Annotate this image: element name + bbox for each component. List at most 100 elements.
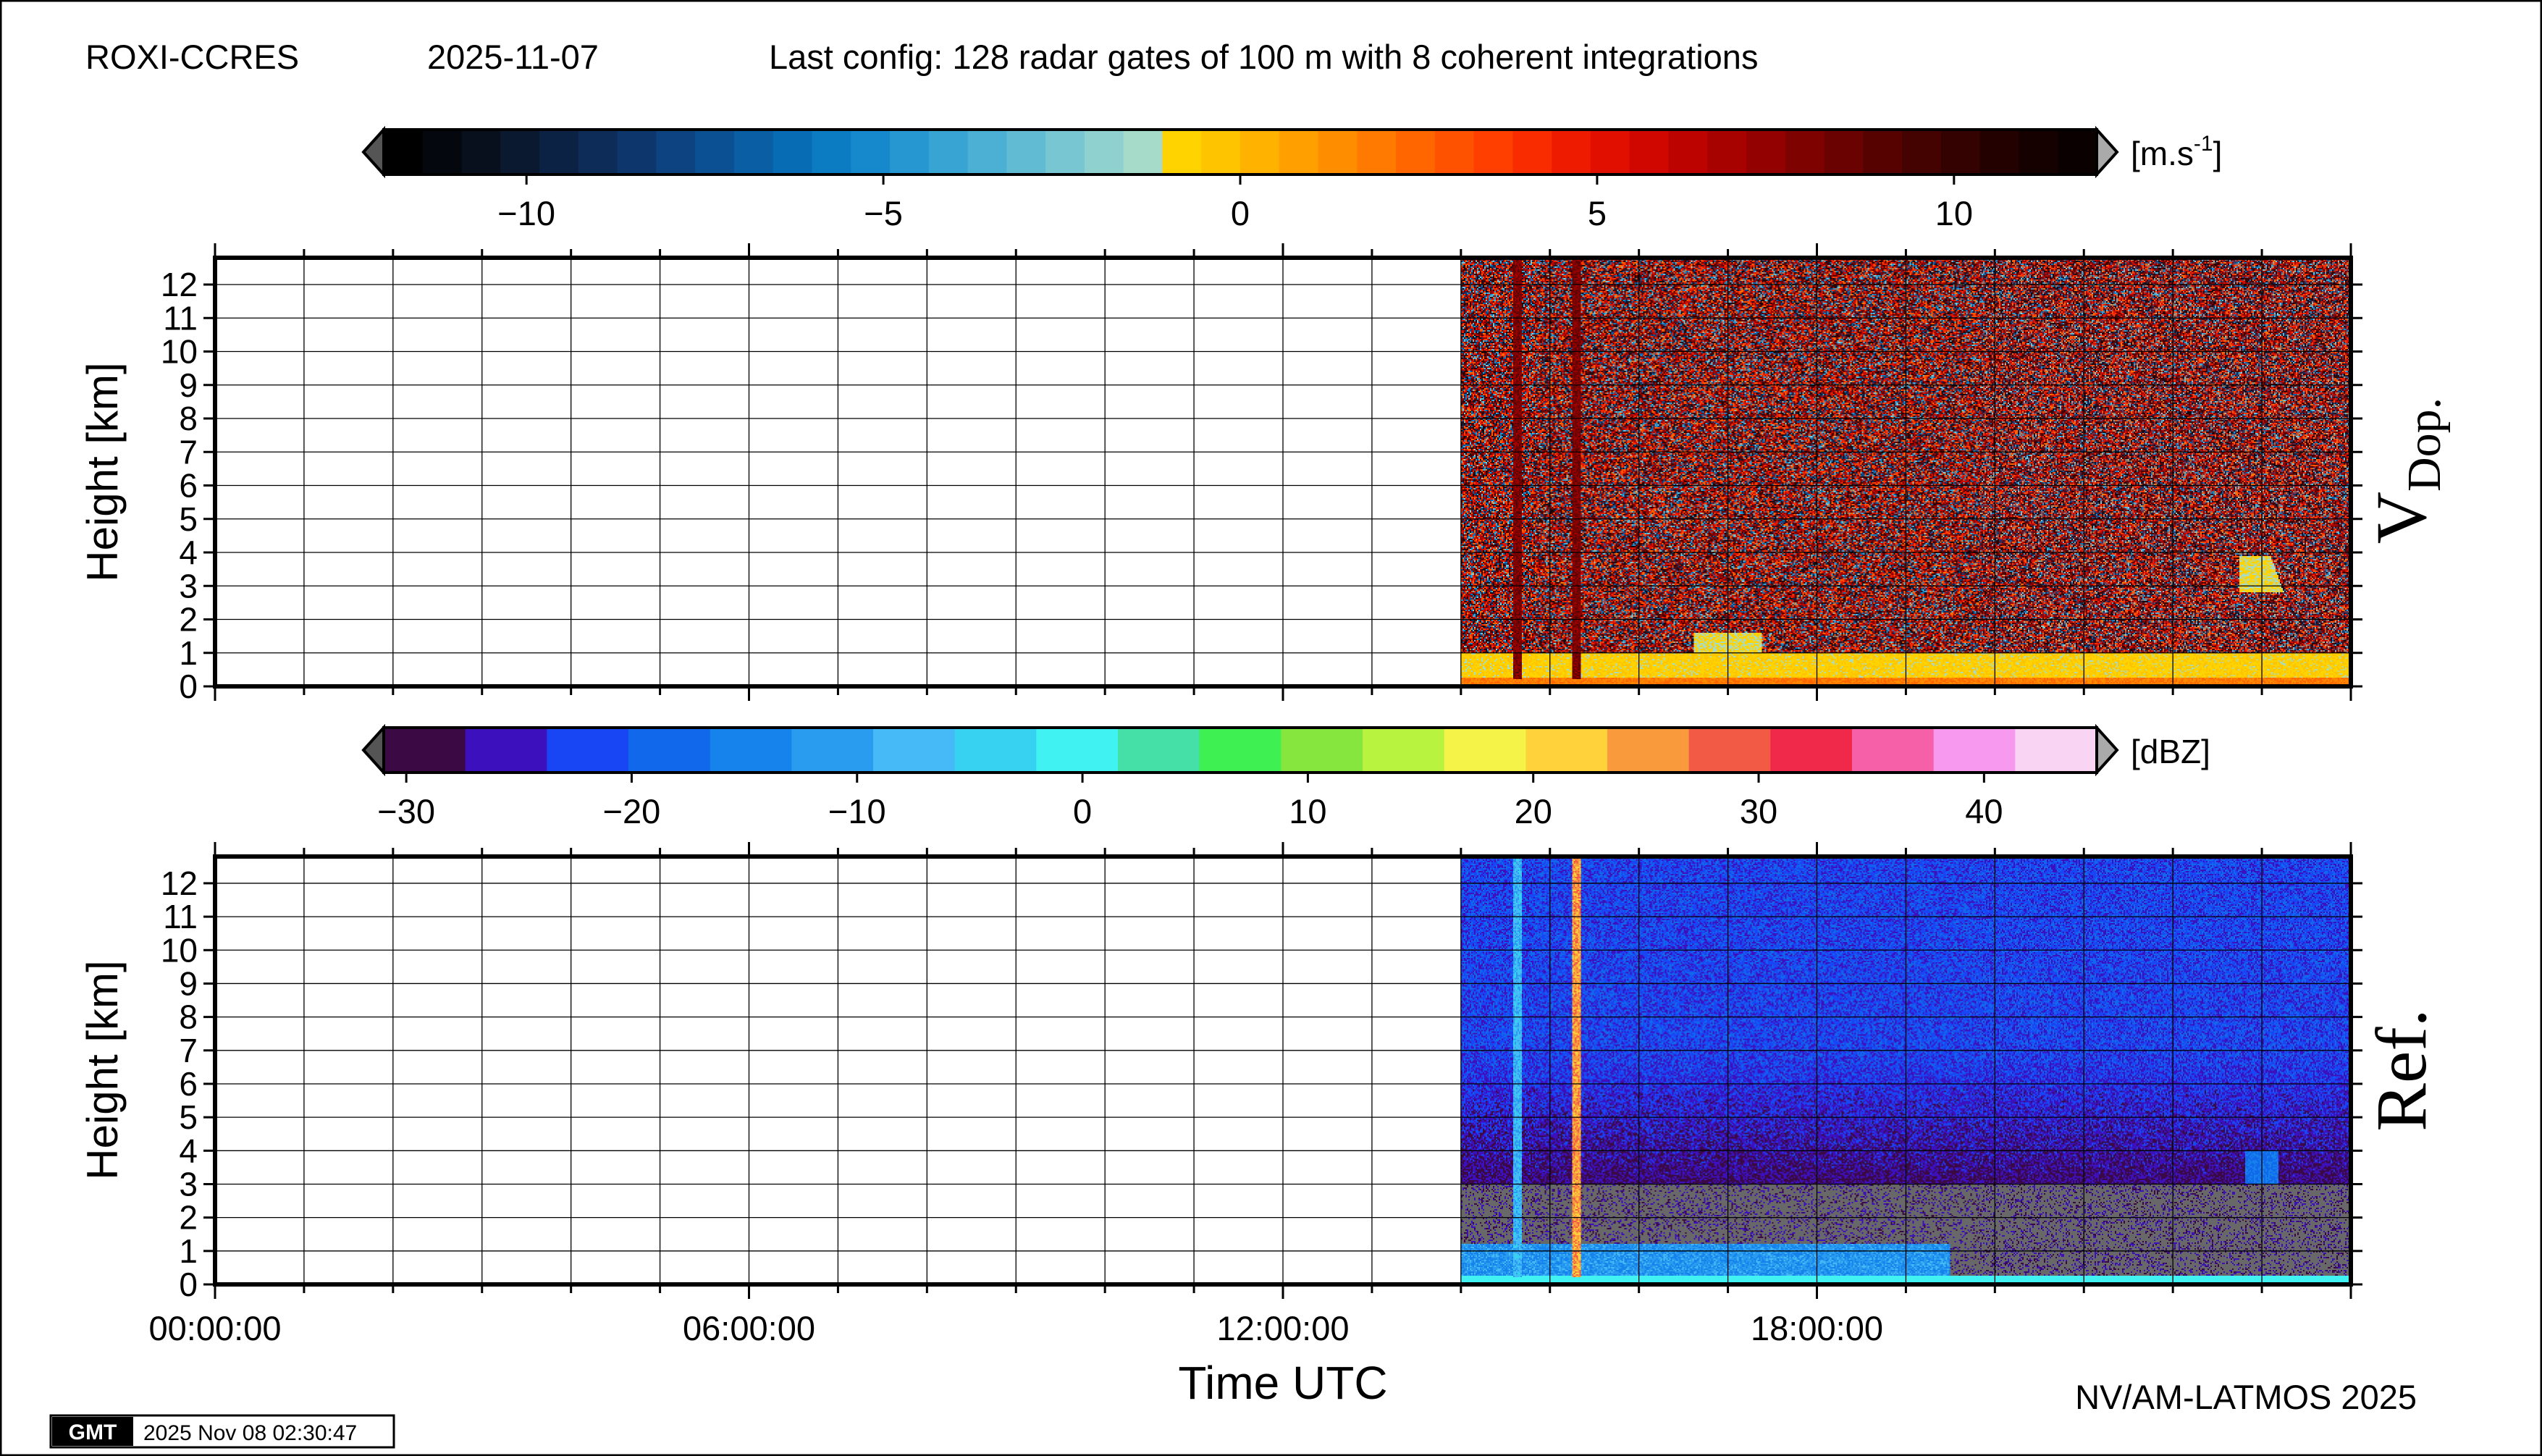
timestamp-text: 2025 Nov 08 02:30:47 xyxy=(143,1421,357,1445)
colorbar-cell xyxy=(1123,130,1163,174)
colorbar-cell xyxy=(1525,728,1608,773)
colorbar-tick-label: 5 xyxy=(1588,194,1607,232)
colorbar-cell xyxy=(1979,130,2020,174)
y-tick-label: 6 xyxy=(179,467,198,505)
x-tick-label: 06:00:00 xyxy=(683,1309,815,1347)
colorbar-cell xyxy=(617,130,657,174)
y-tick-label: 5 xyxy=(179,1098,198,1136)
y-tick-label: 11 xyxy=(163,898,198,935)
colorbar-cell xyxy=(1045,130,1085,174)
y-tick-label: 12 xyxy=(161,266,198,303)
colorbar-tick-label: −5 xyxy=(864,194,903,232)
colorbar-cell xyxy=(890,130,930,174)
colorbar-cell xyxy=(1902,130,1942,174)
colorbar-cell xyxy=(1201,130,1241,174)
colorbar-cell xyxy=(710,728,793,773)
x-tick-label: 18:00:00 xyxy=(1751,1309,1883,1347)
y-tick-label: 1 xyxy=(179,634,198,672)
colorbar-cell xyxy=(1006,130,1046,174)
colorbar-cell xyxy=(733,130,774,174)
credit-text: NV/AM-LATMOS 2025 xyxy=(2075,1378,2417,1416)
y-tick-label: 10 xyxy=(161,931,198,969)
y-tick-label: 11 xyxy=(163,299,198,337)
y-tick-label: 5 xyxy=(179,500,198,538)
reflectivity-unit-label: [dBZ] xyxy=(2131,733,2210,770)
colorbar-tick-label: 10 xyxy=(1289,792,1326,830)
colorbar-cell xyxy=(1396,130,1436,174)
y-tick-label: 8 xyxy=(179,998,198,1036)
colorbar-cell xyxy=(1785,130,1825,174)
colorbar-cell xyxy=(695,130,735,174)
colorbar-cell xyxy=(773,130,813,174)
y-tick-label: 0 xyxy=(179,1266,198,1303)
colorbar-cell xyxy=(539,130,579,174)
colorbar-tick-label: 30 xyxy=(1740,792,1777,830)
reflectivity-colorbar: −30 −20 −10 0 10 20 30 40 [dBZ] xyxy=(361,723,2210,830)
gmt-logo-text: GMT xyxy=(69,1421,117,1444)
colorbar-cell xyxy=(465,728,548,773)
colorbar-cell xyxy=(1279,130,1319,174)
y-tick-label: 3 xyxy=(179,567,198,605)
colorbar-cell xyxy=(384,130,424,174)
colorbar-cell xyxy=(1863,130,1903,174)
colorbar-cell xyxy=(1281,728,1363,773)
colorbar-cell xyxy=(851,130,891,174)
colorbar-frame xyxy=(382,726,2098,774)
colorbar-cell xyxy=(1933,728,2016,773)
colorbar-cell xyxy=(1199,728,1282,773)
reflectivity-panel-title: Ref. xyxy=(2361,1009,2441,1131)
colorbar-tick-label: −30 xyxy=(377,792,435,830)
colorbar-cell xyxy=(1770,728,1853,773)
colorbar-cell xyxy=(967,130,1008,174)
station-name: ROXI-CCRES xyxy=(85,38,299,76)
y-tick-label: 4 xyxy=(179,534,198,571)
colorbar-tick-label: 0 xyxy=(1231,194,1250,232)
gmt-logo-icon xyxy=(52,1417,133,1446)
colorbar-cell xyxy=(1852,728,1935,773)
colorbar-cell xyxy=(2058,130,2097,174)
colorbar-tick-label: 20 xyxy=(1515,792,1552,830)
y-tick-label: 6 xyxy=(179,1065,198,1103)
colorbar-tick-label: −10 xyxy=(828,792,886,830)
x-tick-label: 00:00:00 xyxy=(149,1309,282,1347)
colorbar-cell xyxy=(928,130,969,174)
colorbar-cell xyxy=(384,728,466,773)
colorbar-tick-label: 0 xyxy=(1073,792,1092,830)
colorbar-cell xyxy=(1240,130,1280,174)
colorbar-cell xyxy=(1746,130,1786,174)
y-tick-label: 2 xyxy=(179,601,198,639)
velocity-colorbar: −10 −5 0 5 10 [m.s-1] xyxy=(361,125,2222,232)
y-tick-label: 3 xyxy=(179,1165,198,1203)
gmt-timestamp-box: GMT 2025 Nov 08 02:30:47 xyxy=(49,1414,395,1449)
colorbar-cell xyxy=(422,130,463,174)
velocity-panel-title: VDop. xyxy=(2361,397,2451,544)
colorbar-cell xyxy=(1357,130,1397,174)
colorbar-cell xyxy=(2015,728,2097,773)
colorbar-cell xyxy=(1363,728,1445,773)
colorbar-cell xyxy=(1084,130,1124,174)
y-tick-label: 4 xyxy=(179,1132,198,1169)
config-text: Last config: 128 radar gates of 100 m wi… xyxy=(769,38,1758,76)
colorbar-cell xyxy=(628,728,711,773)
colorbar-cell xyxy=(1162,130,1203,174)
y-tick-label: 9 xyxy=(179,366,198,404)
colorbar-cell xyxy=(461,130,502,174)
colorbar-cell xyxy=(812,130,852,174)
colorbar-cell xyxy=(1707,130,1747,174)
colorbar-cell xyxy=(656,130,696,174)
y-tick-label: 7 xyxy=(179,433,198,471)
y-tick-label: 1 xyxy=(179,1232,198,1270)
colorbar-cell xyxy=(500,130,540,174)
colorbar-cell xyxy=(873,728,956,773)
colorbar-cell xyxy=(1434,130,1475,174)
colorbar-cell xyxy=(954,728,1038,773)
colorbar-cell xyxy=(1512,130,1552,174)
colorbar-cell xyxy=(578,130,618,174)
reflectivity-ylabel: Height [km] xyxy=(78,960,127,1179)
y-tick-label: 7 xyxy=(179,1032,198,1069)
colorbar-cell xyxy=(1824,130,1864,174)
colorbar-cell xyxy=(1552,130,1591,174)
